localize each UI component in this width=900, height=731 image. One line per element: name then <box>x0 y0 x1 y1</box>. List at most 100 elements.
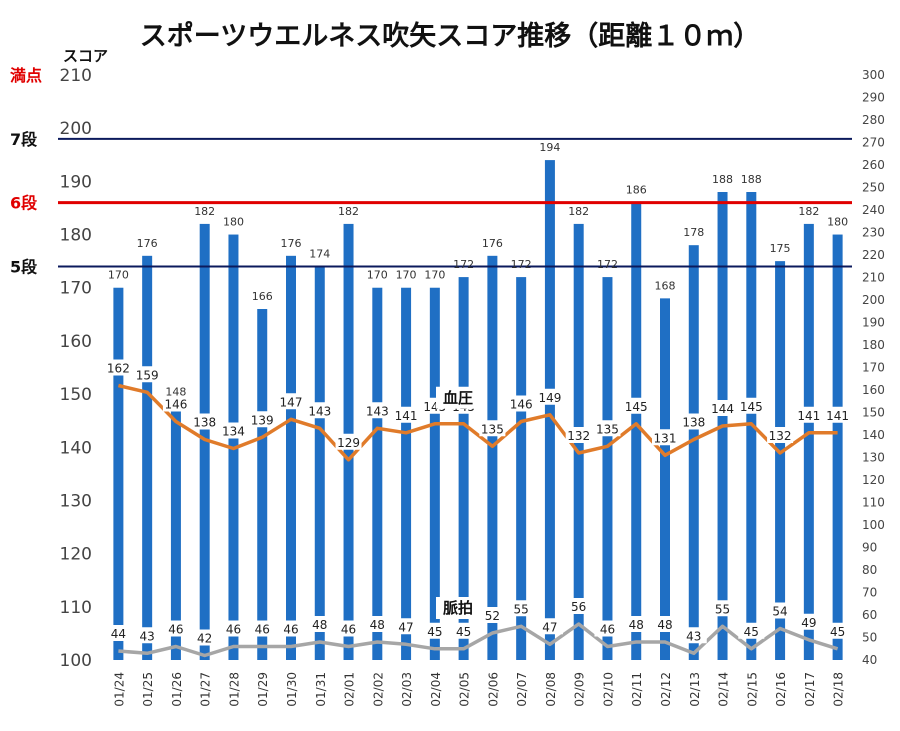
y-right-tick-label: 300 <box>862 68 885 82</box>
y-right-tick-label: 60 <box>862 608 877 622</box>
pulse-value-label: 46 <box>168 623 183 637</box>
pulse-value-label: 48 <box>629 618 644 632</box>
data-label-bg <box>824 622 851 639</box>
data-label-bg <box>767 427 794 443</box>
y-right-tick-label: 80 <box>862 563 877 577</box>
bar-value-label: 182 <box>568 205 589 218</box>
blood-pressure-value-label: 135 <box>481 422 504 436</box>
pulse-value-label: 43 <box>686 629 701 643</box>
data-label-bg <box>162 395 189 412</box>
y-right-tick-label: 50 <box>862 631 877 645</box>
bar-value-label: 170 <box>108 269 129 282</box>
pulse-value-label: 46 <box>341 623 356 637</box>
data-label-bg <box>105 359 132 376</box>
blood-pressure-value-label: 138 <box>193 416 216 430</box>
series-label-bg <box>436 597 480 619</box>
bar-value-label: 172 <box>597 258 618 271</box>
data-label-bg <box>191 413 218 430</box>
bar-value-label: 182 <box>338 205 359 218</box>
data-label-bg <box>278 393 304 410</box>
blood-pressure-value-label: 141 <box>395 409 418 423</box>
pulse-value-label: 43 <box>140 629 155 643</box>
x-tick-label: 02/07 <box>515 672 529 707</box>
blood-pressure-value-label: 159 <box>136 368 159 382</box>
data-label-bg <box>508 600 535 617</box>
y-right-tick-label: 290 <box>862 91 885 105</box>
data-label-bg <box>738 622 765 639</box>
blood-pressure-value-label: 132 <box>769 429 792 443</box>
x-tick-label: 02/17 <box>803 672 817 707</box>
pulse-value-label: 45 <box>427 625 442 639</box>
data-label-bg <box>220 620 247 637</box>
x-tick-label: 01/31 <box>314 672 328 707</box>
y-left-tick-label: 200 <box>60 119 92 139</box>
bar-mark <box>113 287 124 660</box>
bar-mark <box>401 287 412 660</box>
data-label-bg <box>738 397 765 414</box>
bar-mark <box>688 245 699 660</box>
x-tick-label: 02/03 <box>400 672 414 707</box>
blood-pressure-value-label: 162 <box>107 362 130 376</box>
y-left-tick-label: 190 <box>60 172 92 192</box>
blood-pressure-value-label: 141 <box>826 409 849 423</box>
y-right-tick-label: 230 <box>862 226 885 240</box>
y-right-tick-label: 180 <box>862 338 885 352</box>
reference-line-label: 満点 <box>10 66 42 85</box>
reference-line-label: 5段 <box>10 257 38 276</box>
blood-pressure-line <box>117 383 838 462</box>
bar-mark <box>544 160 555 660</box>
data-label-bg <box>450 622 477 639</box>
y-right-tick-label: 260 <box>862 158 885 172</box>
y-left-axis-title: スコア <box>63 47 108 65</box>
pulse-value-label: 47 <box>542 620 557 634</box>
x-tick-label: 02/14 <box>717 672 731 707</box>
reference-line-label: 6段 <box>10 194 38 213</box>
data-label-bg <box>536 618 563 635</box>
bar-value-label: 182 <box>798 205 819 218</box>
series-name-label: 血圧 <box>443 389 473 407</box>
y-right-tick-label: 220 <box>862 248 885 262</box>
data-label-bg <box>364 402 391 419</box>
y-right-tick-label: 270 <box>862 136 885 150</box>
data-label-bg <box>652 616 678 632</box>
data-label-bg <box>249 620 276 637</box>
y-right-tick-label: 240 <box>862 203 885 217</box>
y-right-tick-label: 40 <box>862 653 877 667</box>
pulse-line <box>118 622 839 658</box>
chart-title: スポーツウエルネス吹矢スコア推移（距離１０ｍ） <box>139 21 761 52</box>
pulse-value-label: 54 <box>772 605 787 619</box>
y-right-tick-label: 210 <box>862 271 885 285</box>
pulse-value-label: 49 <box>801 616 816 630</box>
pulse-value-label: 44 <box>111 627 126 641</box>
pulse-value-label: 46 <box>600 623 615 637</box>
x-tick-label: 01/27 <box>199 672 213 707</box>
bar-mark <box>487 255 498 660</box>
data-label-bg <box>623 616 650 632</box>
data-label-bg <box>249 411 276 428</box>
blood-pressure-value-label: 146 <box>164 398 187 412</box>
x-tick-label: 02/09 <box>573 672 587 707</box>
y-left-tick-label: 180 <box>60 226 92 246</box>
bar-value-label: 180 <box>827 216 848 229</box>
data-label-bg <box>536 388 563 405</box>
bar-value-label: 172 <box>511 258 532 271</box>
x-tick-label: 01/29 <box>256 672 270 707</box>
x-tick-label: 02/08 <box>544 672 558 707</box>
y-right-tick-label: 190 <box>862 316 885 330</box>
data-label-bg <box>335 620 362 637</box>
bar-mark <box>142 255 153 660</box>
blood-pressure-value-label: 143 <box>308 404 331 418</box>
pulse-value-label: 48 <box>312 618 327 632</box>
bar-value-label: 176 <box>281 237 302 250</box>
y-right-tick-label: 150 <box>862 406 885 420</box>
bar-value-label: 166 <box>252 290 273 303</box>
bar-value-label: 168 <box>655 279 676 292</box>
y-right-tick-label: 280 <box>862 113 885 127</box>
bar-mark <box>257 309 268 660</box>
y-right-tick-label: 120 <box>862 473 885 487</box>
x-tick-label: 02/04 <box>429 672 443 707</box>
data-label-bg <box>680 627 707 644</box>
y-left-tick-label: 160 <box>60 332 92 352</box>
blood-pressure-value-label: 141 <box>797 409 820 423</box>
